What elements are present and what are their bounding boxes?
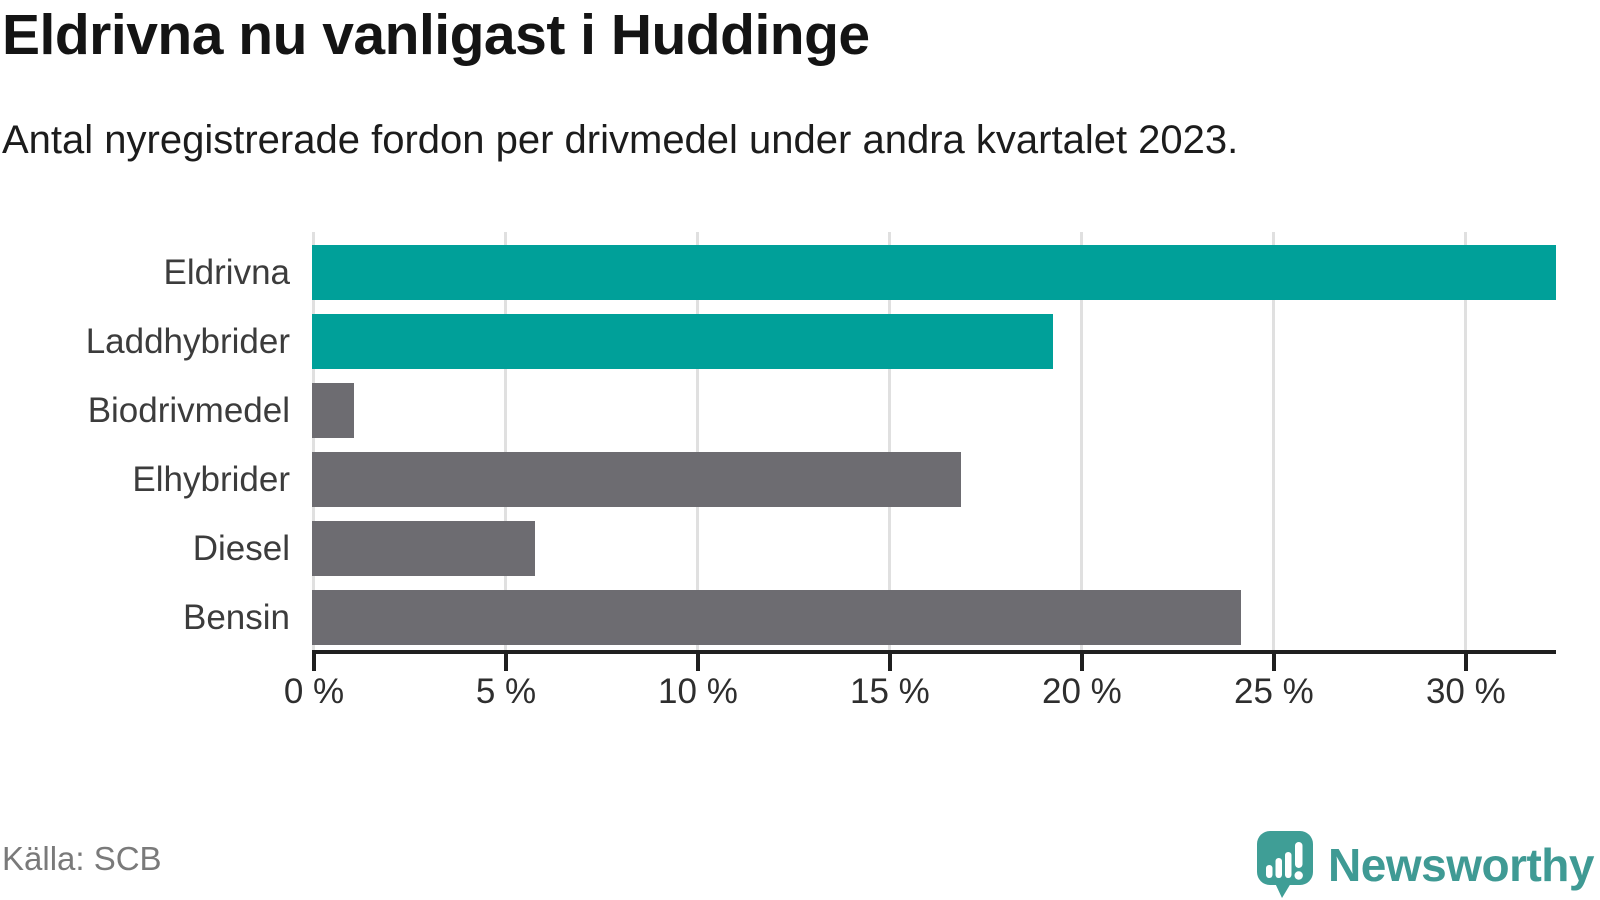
x-axis-tick-15 — [887, 654, 892, 671]
x-axis-tick-label-30: 30 % — [1425, 672, 1506, 711]
gridline-15 — [887, 232, 891, 652]
newsworthy-logo-icon — [1256, 830, 1314, 900]
category-label-eldrivna: Eldrivna — [163, 252, 290, 292]
chart-title: Eldrivna nu vanligast i Huddinge — [2, 3, 870, 67]
category-label-diesel: Diesel — [192, 528, 290, 568]
source-note: Källa: SCB — [2, 840, 162, 877]
bar-row — [312, 521, 1556, 576]
category-axis-labels: Eldrivna Laddhybrider Biodrivmedel Elhybrid… — [0, 238, 290, 652]
chart-subtitle: Antal nyregistrerade fordon per drivmede… — [2, 118, 1239, 162]
bar-row — [312, 245, 1556, 300]
bar-laddhybrider — [312, 314, 1054, 369]
bar-row — [312, 590, 1556, 645]
x-axis-line — [312, 650, 1556, 654]
category-label-biodrivmedel: Biodrivmedel — [87, 390, 290, 430]
category-label-bensin: Bensin — [182, 597, 290, 637]
x-axis-tick-label-0: 0 % — [283, 672, 345, 711]
x-axis-tick-30 — [1463, 654, 1468, 671]
newsworthy-logo: Newsworthy — [1256, 830, 1594, 900]
x-axis-tick-25 — [1271, 654, 1276, 671]
bar-diesel — [312, 521, 535, 576]
x-axis-tick-label-10: 10 % — [658, 672, 738, 711]
gridline-5 — [503, 232, 507, 652]
bar-biodrivmedel — [312, 383, 355, 438]
x-axis-tick-20 — [1079, 654, 1084, 671]
gridline-10 — [695, 232, 699, 652]
category-label-laddhybrider: Laddhybrider — [85, 321, 290, 361]
category-label-elhybrider: Elhybrider — [132, 459, 290, 499]
bar-plot-area — [312, 232, 1556, 652]
gridline-30 — [1463, 232, 1467, 652]
x-axis-tick-0 — [312, 654, 316, 671]
x-axis-tick-label-15: 15 % — [850, 672, 930, 711]
gridline-0 — [312, 232, 315, 652]
x-axis-tick-5 — [503, 654, 508, 671]
x-axis-tick-label-25: 25 % — [1233, 672, 1314, 711]
newsworthy-logo-text: Newsworthy — [1328, 839, 1594, 891]
bar-eldrivna — [312, 245, 1556, 300]
x-axis-tick-label-5: 5 % — [475, 672, 537, 711]
bar-row — [312, 452, 1556, 507]
bar-row — [312, 314, 1556, 369]
bar-row — [312, 383, 1556, 438]
x-axis-tick-label-20: 20 % — [1042, 672, 1122, 711]
x-axis-tick-10 — [695, 654, 700, 671]
gridline-25 — [1271, 232, 1275, 652]
bar-elhybrider — [312, 452, 961, 507]
gridline-20 — [1079, 232, 1083, 652]
bar-bensin — [312, 590, 1242, 645]
